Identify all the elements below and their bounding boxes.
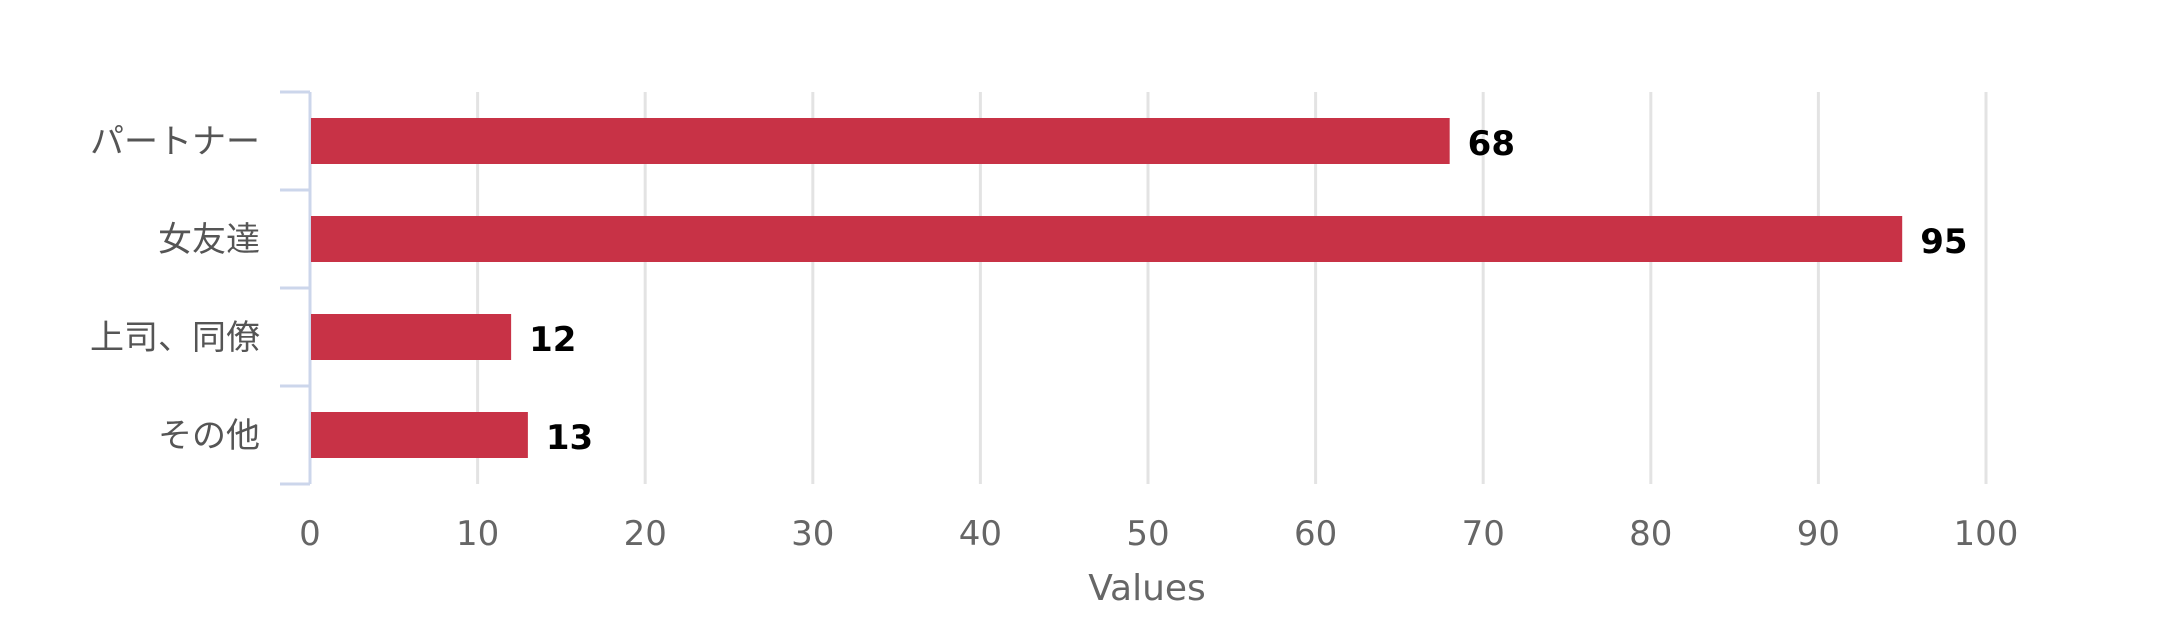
category-label: 上司、同僚 [90,318,260,358]
label-layer: 0 10 20 30 40 50 60 70 80 90 100 パートナー 68 女友達 95 上司、同僚 1… [90,122,2018,554]
axis-layer [280,90,312,486]
x-tick-label: 80 [1629,514,1672,554]
bar-2 [311,216,1903,262]
x-tick-label: 90 [1797,514,1840,554]
x-tick-label: 70 [1462,514,1505,554]
data-label: 12 [529,320,576,360]
bar-layer [311,118,1903,458]
bar-4 [311,412,528,458]
category-label: 女友達 [158,220,260,260]
bar-1 [311,118,1450,164]
x-tick-label: 50 [1126,514,1169,554]
x-tick-label: 20 [624,514,667,554]
x-tick-label: 60 [1294,514,1337,554]
x-tick-label: 100 [1954,514,2019,554]
x-tick-label: 10 [456,514,499,554]
category-label: その他 [158,416,260,456]
x-tick-label: 30 [791,514,834,554]
data-label: 95 [1920,222,1967,262]
x-tick-label: 40 [959,514,1002,554]
x-axis-title: Values [1088,568,1206,609]
data-label: 13 [546,418,593,458]
data-label: 68 [1468,124,1515,164]
x-tick-label: 0 [299,514,321,554]
bar-3 [311,314,512,360]
category-label: パートナー [90,122,260,162]
